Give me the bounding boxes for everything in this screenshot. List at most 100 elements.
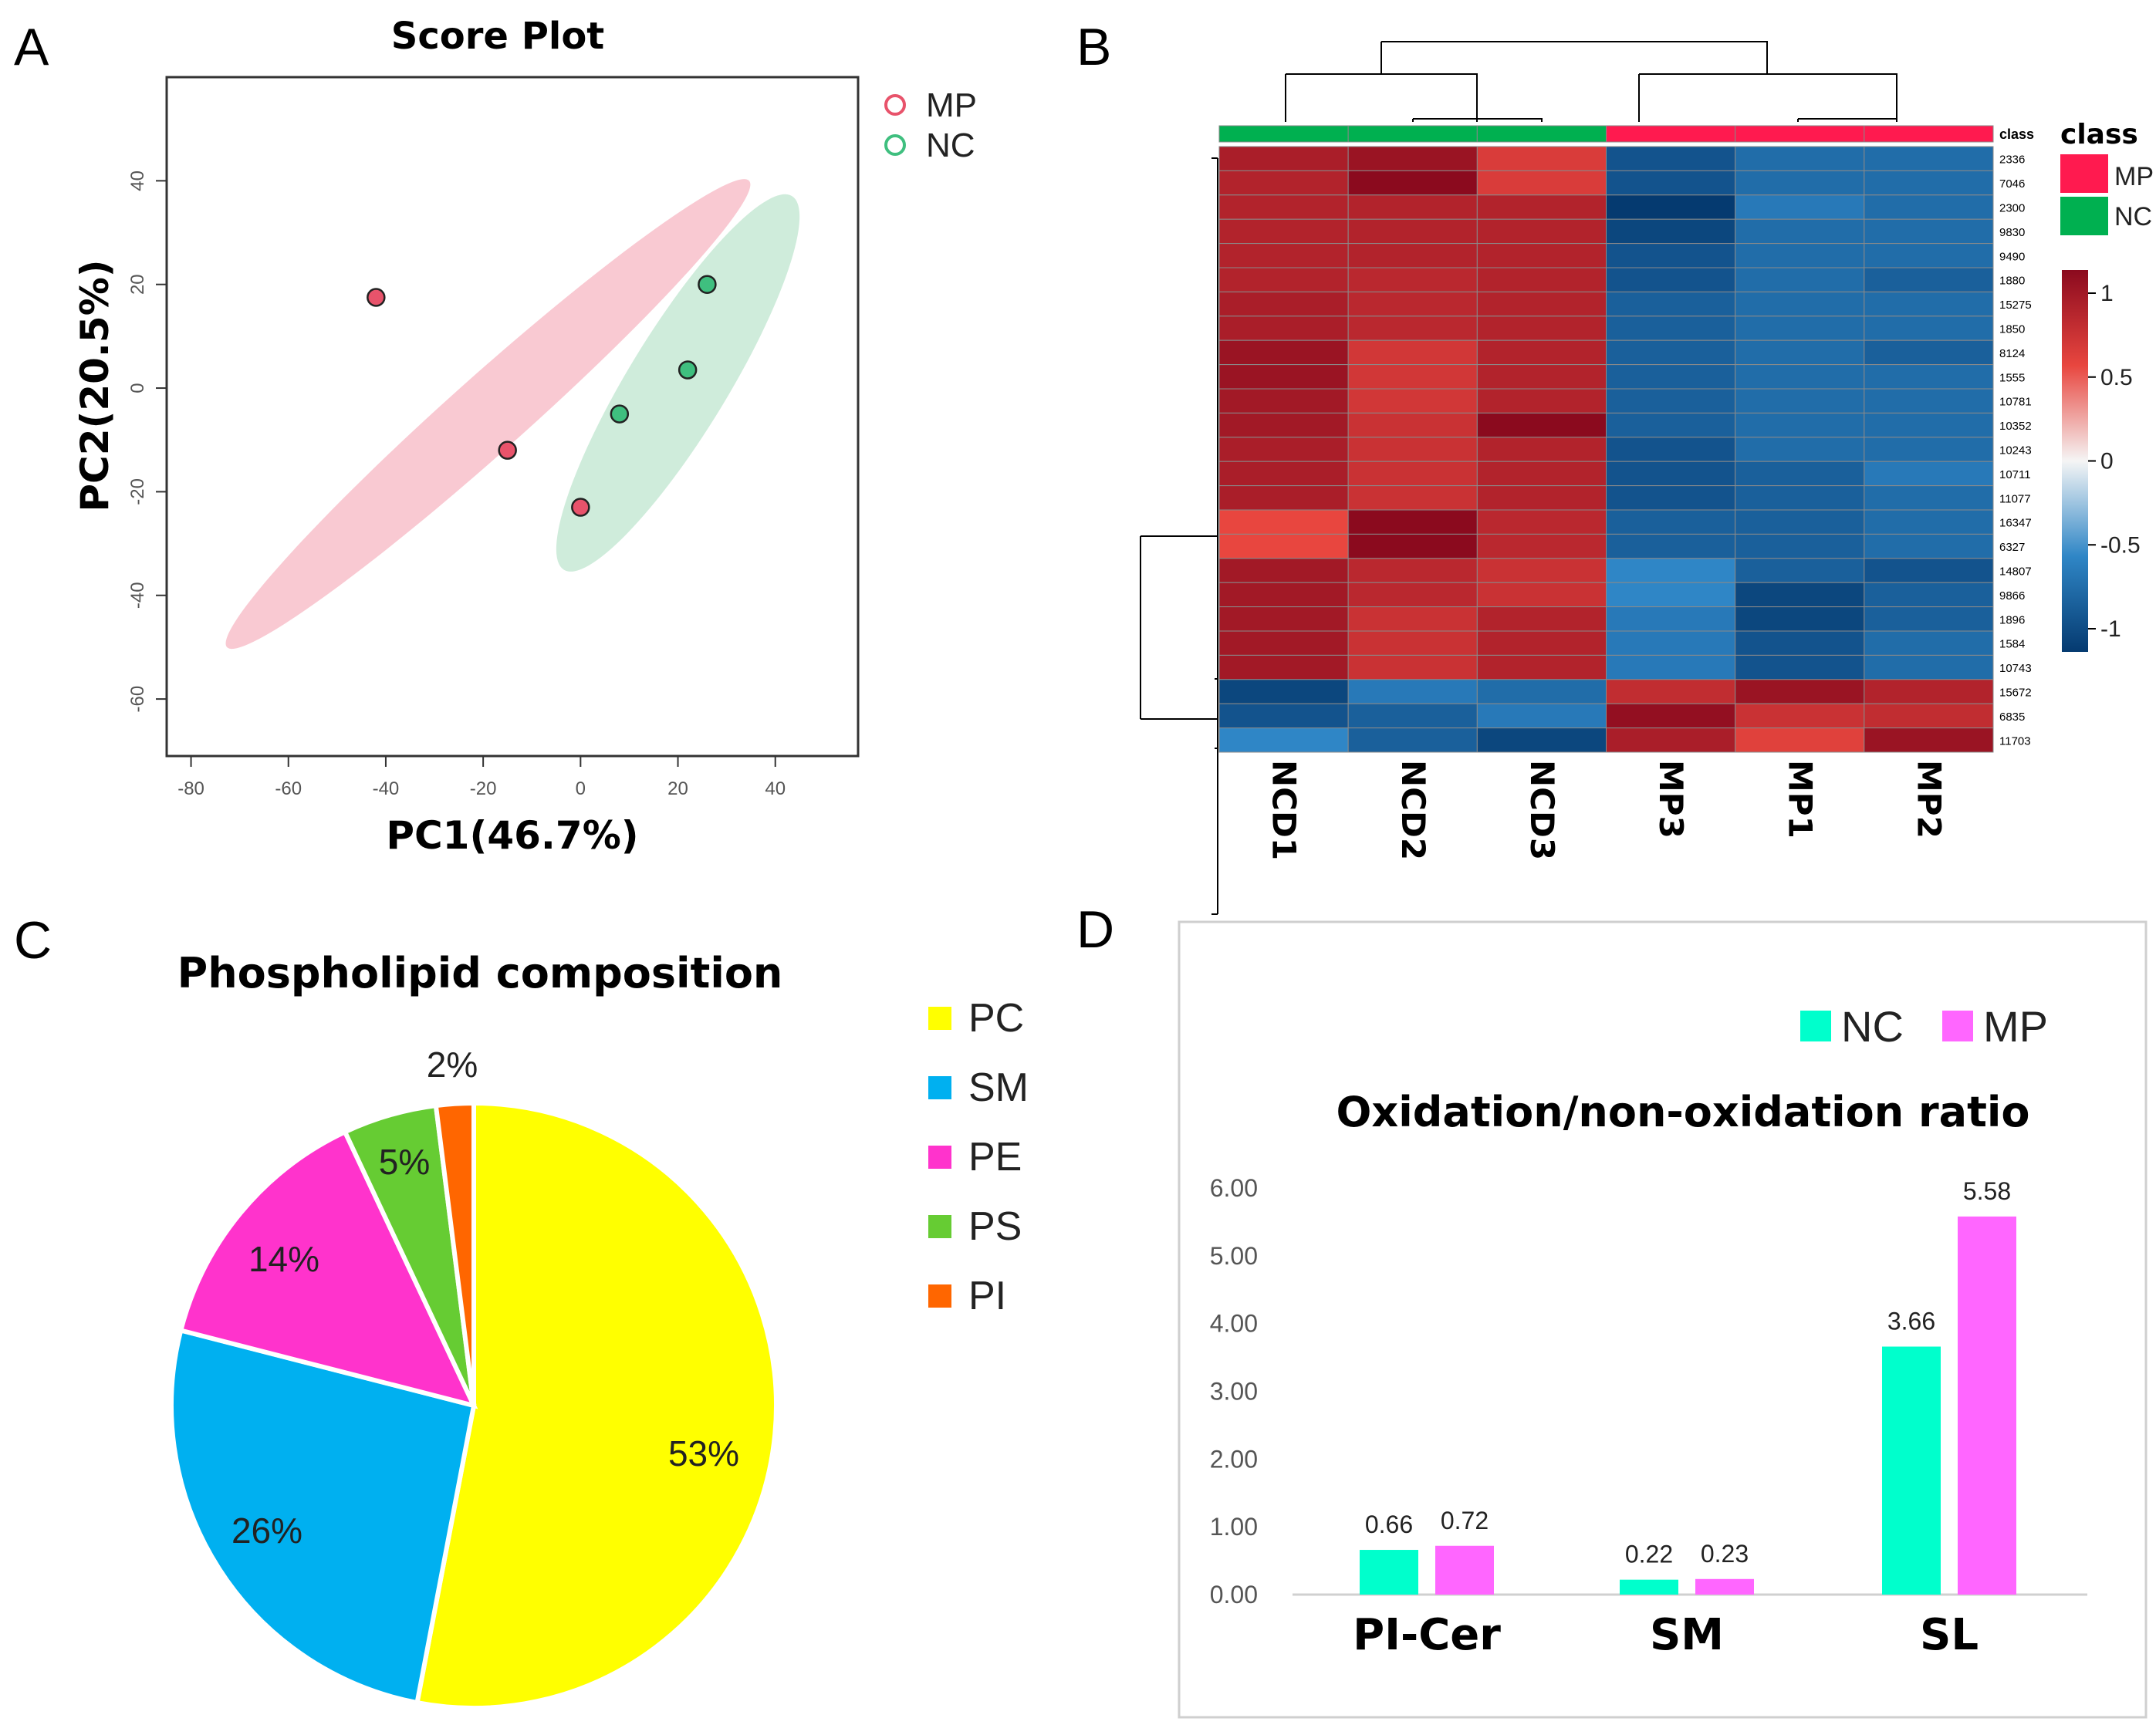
- heatmap-cell: [1864, 630, 1994, 656]
- bar-chart-bars: PI-Cer 0.66 0.72 SM 0.22 0.23 SL 3.66 5.58: [1353, 1177, 2016, 1660]
- x-tick-label: 0: [576, 778, 586, 799]
- panel-letter-a: A: [14, 18, 49, 76]
- heatmap-cell: [1864, 461, 1994, 487]
- point-mp: [498, 441, 517, 460]
- heatmap-cell: [1476, 461, 1607, 487]
- heatmap-cell: [1606, 485, 1736, 511]
- bar-value-label: 3.66: [1887, 1308, 1935, 1335]
- heatmap-cell: [1218, 727, 1349, 753]
- score-plot-frame: [165, 76, 860, 758]
- pie-legend-label: PS: [968, 1204, 1022, 1249]
- heatmap-cell: [1476, 388, 1607, 413]
- pie-slice-pc: [414, 1100, 779, 1710]
- row-label: 15672: [1999, 687, 2032, 700]
- pie-panel: Phospholipid composition 53% 26% 14% 5% 2% P…: [168, 949, 1029, 1710]
- category-label: SM: [1650, 1610, 1724, 1660]
- heatmap-cell: [1347, 606, 1478, 632]
- row-label: 1880: [1999, 275, 2025, 288]
- heatmap-cell: [1476, 703, 1607, 729]
- heatmap-cell: [1606, 170, 1736, 196]
- pie-value-labels: 53% 26% 14% 5% 2%: [231, 1045, 739, 1551]
- heatmap-panel: 2336 7046 2300 9830 9490 1880 15275 1850 8124 155…: [1140, 41, 2154, 915]
- heatmap-cell: [1606, 679, 1736, 704]
- y-tick-label: 6.00: [1210, 1174, 1258, 1202]
- heatmap-cell: [1735, 509, 1865, 535]
- heatmap-cell: [1476, 679, 1607, 704]
- heatmap-cell: [1218, 630, 1349, 656]
- heatmap-cell: [1476, 218, 1607, 245]
- heatmap-cell: [1735, 339, 1865, 366]
- dendrograms: [1140, 41, 1897, 915]
- heatmap-cell: [1476, 437, 1607, 462]
- heatmap-cell: [1606, 582, 1736, 608]
- heatmap-cell: [1606, 146, 1736, 171]
- heatmap-cell: [1218, 267, 1349, 292]
- heatmap-cell: [1864, 654, 1994, 680]
- class-legend-label-mp: MP: [2114, 162, 2154, 191]
- scale-tick-label: -1: [2100, 616, 2121, 642]
- heatmap-cell: [1735, 364, 1865, 390]
- heatmap-cell: [1735, 582, 1865, 608]
- heatmap-cell: [1476, 316, 1607, 341]
- pie-slices: [168, 1100, 779, 1710]
- ellipse-mp: [225, 179, 751, 650]
- class-bar-cell: [1218, 125, 1349, 143]
- pie-legend-label: SM: [968, 1065, 1029, 1110]
- x-tick-label: -20: [470, 778, 497, 799]
- heatmap-cell: [1218, 437, 1349, 462]
- heatmap-cell: [1218, 316, 1349, 341]
- heatmap-cell: [1606, 291, 1736, 317]
- heatmap-cell: [1864, 267, 1994, 292]
- heatmap-cell: [1606, 412, 1736, 438]
- row-label: 2336: [1999, 154, 2025, 167]
- pie-legend-swatch: [928, 1284, 951, 1308]
- heatmap-cell: [1476, 194, 1607, 220]
- y-tick-label: 20: [127, 274, 148, 295]
- heatmap-cell: [1606, 461, 1736, 487]
- bar-legend-label-mp: MP: [1983, 1002, 2048, 1051]
- column-label: MP1: [1781, 760, 1819, 839]
- pie-slice-pi: [433, 1100, 476, 1406]
- score-plot-xlabel: PC1(46.7%): [386, 813, 638, 858]
- heatmap-cell: [1476, 606, 1607, 632]
- heatmap-cell: [1606, 727, 1736, 753]
- row-label: 6327: [1999, 541, 2025, 554]
- heatmap-cell: [1347, 558, 1478, 583]
- pie-slice-pe: [177, 1129, 478, 1409]
- pie-legend-swatch: [928, 1215, 951, 1238]
- bar-value-label: 5.58: [1963, 1177, 2011, 1205]
- score-plot-panel: Score Plot -80 -60 -40 -20 0 20 40 -60 -40 -20 0 20…: [73, 15, 977, 858]
- heatmap-cell: [1735, 558, 1865, 583]
- heatmap-cell: [1864, 485, 1994, 511]
- heatmap-cell: [1606, 218, 1736, 245]
- pie-value-label: 26%: [231, 1511, 302, 1551]
- heatmap-cell: [1347, 146, 1478, 171]
- pie-legend-swatch: [928, 1146, 951, 1169]
- bar-nc: [1620, 1579, 1678, 1595]
- heatmap-cell: [1218, 654, 1349, 680]
- color-scale-ticks: 1 0.5 0 -0.5 -1: [2088, 281, 2141, 642]
- heatmap-cell: [1347, 654, 1478, 680]
- heatmap-cell: [1476, 243, 1607, 268]
- heatmap-cell: [1864, 582, 1994, 608]
- class-legend-swatch-nc: [2060, 197, 2108, 235]
- heatmap-cell: [1476, 533, 1607, 559]
- row-label: 1896: [1999, 613, 2025, 626]
- heatmap-cell: [1218, 339, 1349, 366]
- heatmap-cell: [1347, 267, 1478, 292]
- row-label: 6835: [1999, 711, 2025, 724]
- heatmap-cell: [1476, 485, 1607, 511]
- heatmap-row-labels: 2336 7046 2300 9830 9490 1880 15275 1850 8124 155…: [1999, 154, 2032, 748]
- heatmap-cell: [1347, 509, 1478, 535]
- pie-legend-label: PI: [968, 1274, 1006, 1318]
- heatmap-cell: [1735, 291, 1865, 317]
- pie-legend: PC SM PE PS PI: [928, 996, 1029, 1318]
- heatmap-cell: [1735, 267, 1865, 292]
- heatmap-cell: [1864, 316, 1994, 341]
- row-label: 1555: [1999, 371, 2025, 384]
- heatmap-cell: [1347, 388, 1478, 413]
- row-dendrogram: [1140, 157, 1218, 915]
- heatmap-cell: [1864, 339, 1994, 366]
- heatmap-cell: [1218, 364, 1349, 390]
- heatmap-cell: [1735, 630, 1865, 656]
